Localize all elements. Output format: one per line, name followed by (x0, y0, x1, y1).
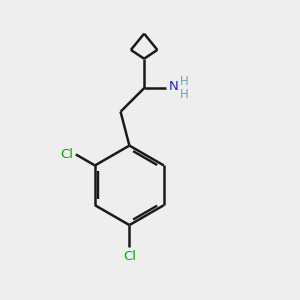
Text: Cl: Cl (123, 250, 136, 262)
Text: N: N (169, 80, 179, 93)
Text: Cl: Cl (61, 148, 74, 161)
Text: H: H (180, 75, 189, 88)
Text: H: H (180, 88, 189, 101)
